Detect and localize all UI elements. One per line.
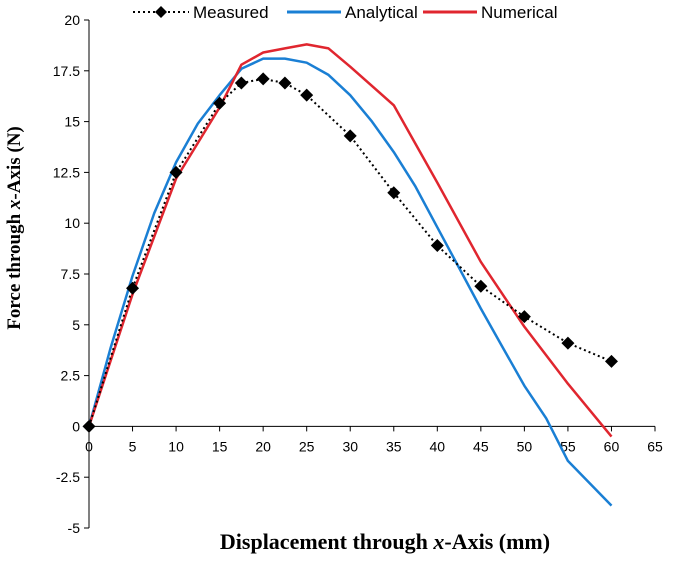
axes: -5 -2.5 0 2.5 5 7.5 10 12.5 15 17.5 20 0 5 10 15 20 25 30… xyxy=(53,12,663,536)
y-tick-label: 10 xyxy=(64,215,80,231)
data-point-measured xyxy=(234,76,248,90)
x-tick-label: 60 xyxy=(604,438,620,454)
legend-label-numerical: Numerical xyxy=(481,3,558,22)
x-tick-label: 15 xyxy=(212,438,228,454)
x-tick-label: 10 xyxy=(168,438,184,454)
data-point-measured xyxy=(561,336,575,350)
x-tick-label: 35 xyxy=(386,438,402,454)
y-tick-label: 7.5 xyxy=(61,266,81,282)
x-tick-label: 5 xyxy=(129,438,137,454)
data-point-measured xyxy=(343,129,357,143)
series-line-analytical xyxy=(87,57,613,507)
y-tick-label: 17.5 xyxy=(53,63,80,79)
y-tick-label: -2.5 xyxy=(56,469,80,485)
x-tick-label: 25 xyxy=(299,438,315,454)
y-tick-label: 2.5 xyxy=(61,368,81,384)
x-tick-label: 50 xyxy=(517,438,533,454)
data-point-measured xyxy=(213,96,227,110)
y-tick-label: -5 xyxy=(68,520,81,536)
data-point-measured xyxy=(256,72,270,86)
data-point-measured xyxy=(169,165,183,179)
data-point-measured xyxy=(82,419,96,433)
x-tick-label: 20 xyxy=(255,438,271,454)
data-point-measured xyxy=(387,186,401,200)
series-layer xyxy=(82,43,618,507)
x-tick-label: 55 xyxy=(560,438,576,454)
x-tick-label: 30 xyxy=(342,438,358,454)
y-tick-label: 20 xyxy=(64,12,80,28)
x-tick-label: 65 xyxy=(647,438,663,454)
x-tick-label: 45 xyxy=(473,438,489,454)
y-tick-label: 15 xyxy=(64,114,80,130)
legend-label-measured: Measured xyxy=(193,3,269,22)
x-axis-title: Displacement through x-Axis (mm) xyxy=(220,529,550,554)
y-tick-label: 12.5 xyxy=(53,164,80,180)
y-tick-label: 5 xyxy=(72,317,80,333)
data-point-measured xyxy=(604,354,618,368)
series-line-measured xyxy=(88,77,612,427)
x-tick-label: 0 xyxy=(85,438,93,454)
data-point-measured xyxy=(126,281,140,295)
y-tick-label: 0 xyxy=(72,418,80,434)
data-point-measured xyxy=(300,88,314,102)
y-axis-title: Force through x-Axis (N) xyxy=(4,126,25,330)
series-line-numerical xyxy=(87,43,613,438)
legend: Measured Analytical Numerical xyxy=(133,3,558,22)
data-point-measured xyxy=(278,76,292,90)
data-point-measured xyxy=(517,310,531,324)
data-point-measured xyxy=(430,239,444,253)
data-point-measured xyxy=(474,279,488,293)
legend-marker-measured xyxy=(155,6,167,18)
x-tick-label: 40 xyxy=(430,438,446,454)
legend-label-analytical: Analytical xyxy=(345,3,418,22)
